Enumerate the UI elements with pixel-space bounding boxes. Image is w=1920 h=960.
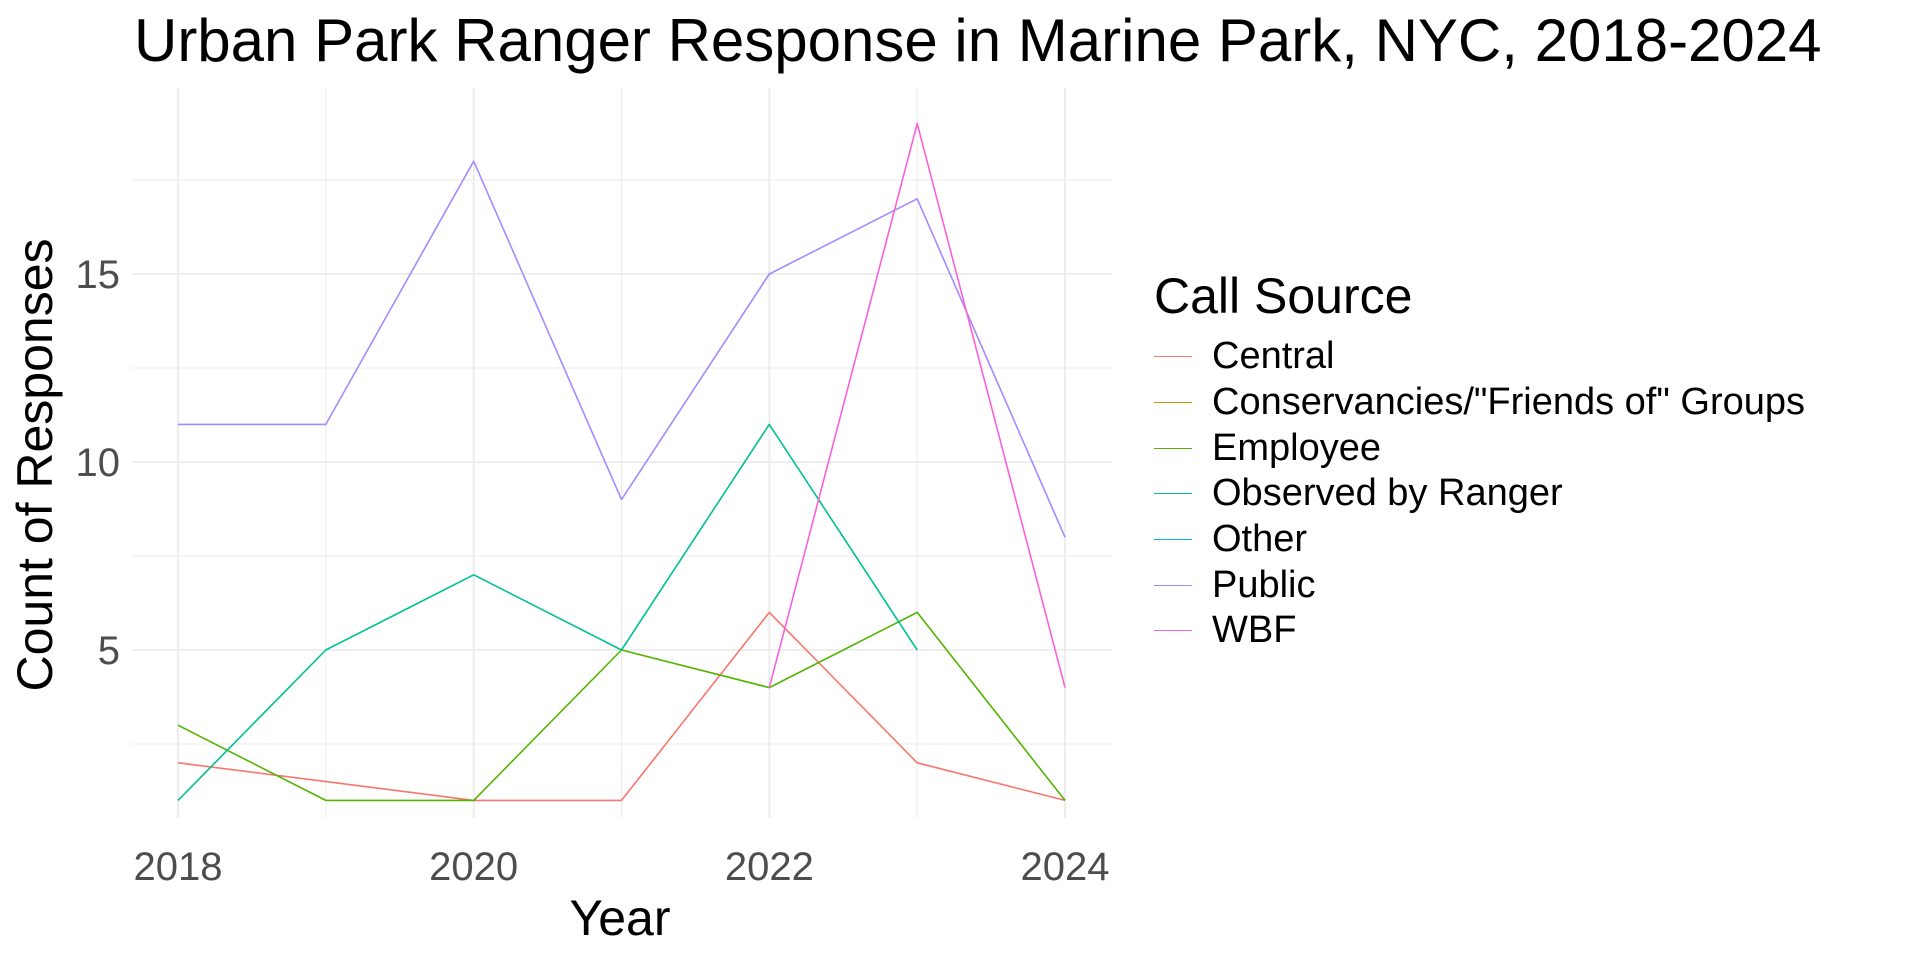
legend-label: Observed by Ranger	[1212, 472, 1563, 515]
legend-label: Other	[1212, 518, 1308, 561]
y-tick-label: 10	[76, 441, 121, 485]
grid-lines	[132, 88, 1112, 818]
x-tick-label: 2020	[429, 845, 518, 889]
x-tick-label: 2018	[134, 845, 223, 889]
legend-item: Observed by Ranger	[1154, 471, 1805, 517]
legend-item: WBF	[1154, 608, 1805, 654]
legend-key	[1154, 584, 1192, 586]
legend-label: Public	[1212, 563, 1316, 606]
legend-item: Other	[1154, 517, 1805, 563]
y-tick-label: 5	[98, 629, 120, 673]
series-line-central	[177, 611, 1066, 802]
legend-key	[1154, 402, 1192, 404]
legend-items: Central Conservancies/"Friends of" Groups…	[1154, 334, 1805, 654]
legend-label: Conservancies/"Friends of" Groups	[1212, 381, 1806, 424]
legend-label: Central	[1212, 335, 1335, 378]
legend: Call Source Central Conservancies/"Friend…	[1154, 266, 1805, 654]
series-line-observed-by-ranger	[177, 423, 918, 801]
legend-key	[1154, 356, 1192, 358]
series-line-wbf	[768, 122, 1066, 688]
series-line-public	[178, 160, 1066, 538]
legend-key	[1154, 630, 1192, 632]
legend-item: Conservancies/"Friends of" Groups	[1154, 380, 1805, 426]
x-tick-label: 2022	[725, 845, 814, 889]
axis-tick-labels: 2018 2020 2022 2024 5 10 15	[76, 253, 1110, 889]
legend-item: Public	[1154, 562, 1805, 608]
series-lines	[177, 122, 1066, 802]
legend-label: Employee	[1212, 426, 1381, 469]
legend-item: Central	[1154, 334, 1805, 380]
chart-title: Urban Park Ranger Response in Marine Par…	[134, 7, 1822, 74]
legend-item: Employee	[1154, 425, 1805, 471]
legend-key	[1154, 493, 1192, 495]
legend-label: WBF	[1212, 609, 1297, 652]
legend-key	[1154, 539, 1192, 541]
legend-key	[1154, 447, 1192, 449]
y-tick-label: 15	[76, 253, 121, 297]
legend-title: Call Source	[1154, 268, 1413, 324]
x-axis-label: Year	[569, 890, 670, 946]
y-axis-label: Count of Responses	[7, 238, 63, 691]
x-tick-label: 2024	[1021, 845, 1110, 889]
